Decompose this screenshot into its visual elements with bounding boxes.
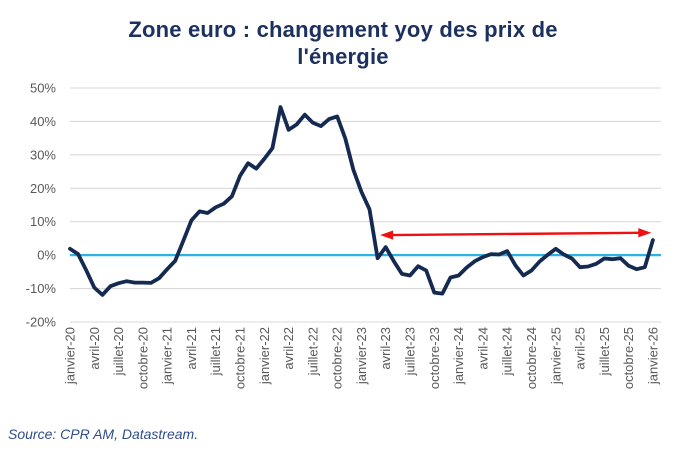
source-note: Source: CPR AM, Datastream. <box>8 426 199 442</box>
x-axis-tick-label: janvier-26 <box>645 327 660 385</box>
x-axis-tick-label: octobre-24 <box>524 327 539 389</box>
y-axis-tick-label: 20% <box>30 181 56 196</box>
y-axis-tick-label: 40% <box>30 114 56 129</box>
x-axis-tick-label: avril-24 <box>475 327 490 370</box>
y-axis-tick-label: -10% <box>26 281 57 296</box>
x-axis-tick-label: janvier-21 <box>160 327 175 385</box>
x-axis-tick-label: juillet-23 <box>403 327 418 376</box>
x-axis-tick-label: avril-23 <box>378 327 393 370</box>
trend-arrow-shaft <box>391 231 641 237</box>
trend-arrow-right-head <box>638 228 652 238</box>
x-axis-tick-label: janvier-20 <box>63 327 78 385</box>
x-axis-tick-label: janvier-24 <box>451 327 466 385</box>
x-axis-tick-label: janvier-22 <box>257 327 272 385</box>
chart-title-line-1: Zone euro : changement yoy des prix de <box>128 17 558 42</box>
x-axis-tick-label: juillet-22 <box>305 327 320 376</box>
trend-arrow-left-head <box>380 230 394 240</box>
x-axis-tick-label: avril-22 <box>281 327 296 370</box>
y-axis-tick-label: 10% <box>30 214 56 229</box>
x-axis-tick-label: octobre-23 <box>427 327 442 389</box>
x-axis-tick-label: janvier-23 <box>354 327 369 385</box>
y-axis-tick-label: 30% <box>30 147 56 162</box>
x-axis-tick-label: juillet-25 <box>597 327 612 376</box>
x-axis-tick-label: juillet-21 <box>208 327 223 376</box>
x-axis-tick-label: juillet-20 <box>111 327 126 376</box>
chart-title-line-2: l'énergie <box>297 44 389 69</box>
x-axis-tick-label: janvier-25 <box>548 327 563 385</box>
energy-yoy-line-chart: 50% 40% 30% 20% 10% 0% -10% -20% janvier-20 avril… <box>26 81 661 389</box>
x-axis-tick-label: octobre-20 <box>135 327 150 389</box>
y-axis-tick-label: -20% <box>26 315 57 330</box>
x-axis-tick-label: avril-21 <box>184 327 199 370</box>
chart-title: Zone euro : changement yoy des prix de l… <box>0 16 686 70</box>
x-axis-tick-label: avril-20 <box>87 327 102 370</box>
x-axis-tick-label: octobre-22 <box>330 327 345 389</box>
x-axis-tick-label: octobre-25 <box>621 327 636 389</box>
x-axis-tick-label: octobre-21 <box>233 327 248 389</box>
energy-price-series-line <box>68 105 655 297</box>
y-axis-tick-label: 50% <box>30 81 56 96</box>
x-axis-tick-label: juillet-24 <box>500 327 515 376</box>
x-axis-tick-label: avril-25 <box>573 327 588 370</box>
y-axis-tick-label: 0% <box>37 248 56 263</box>
